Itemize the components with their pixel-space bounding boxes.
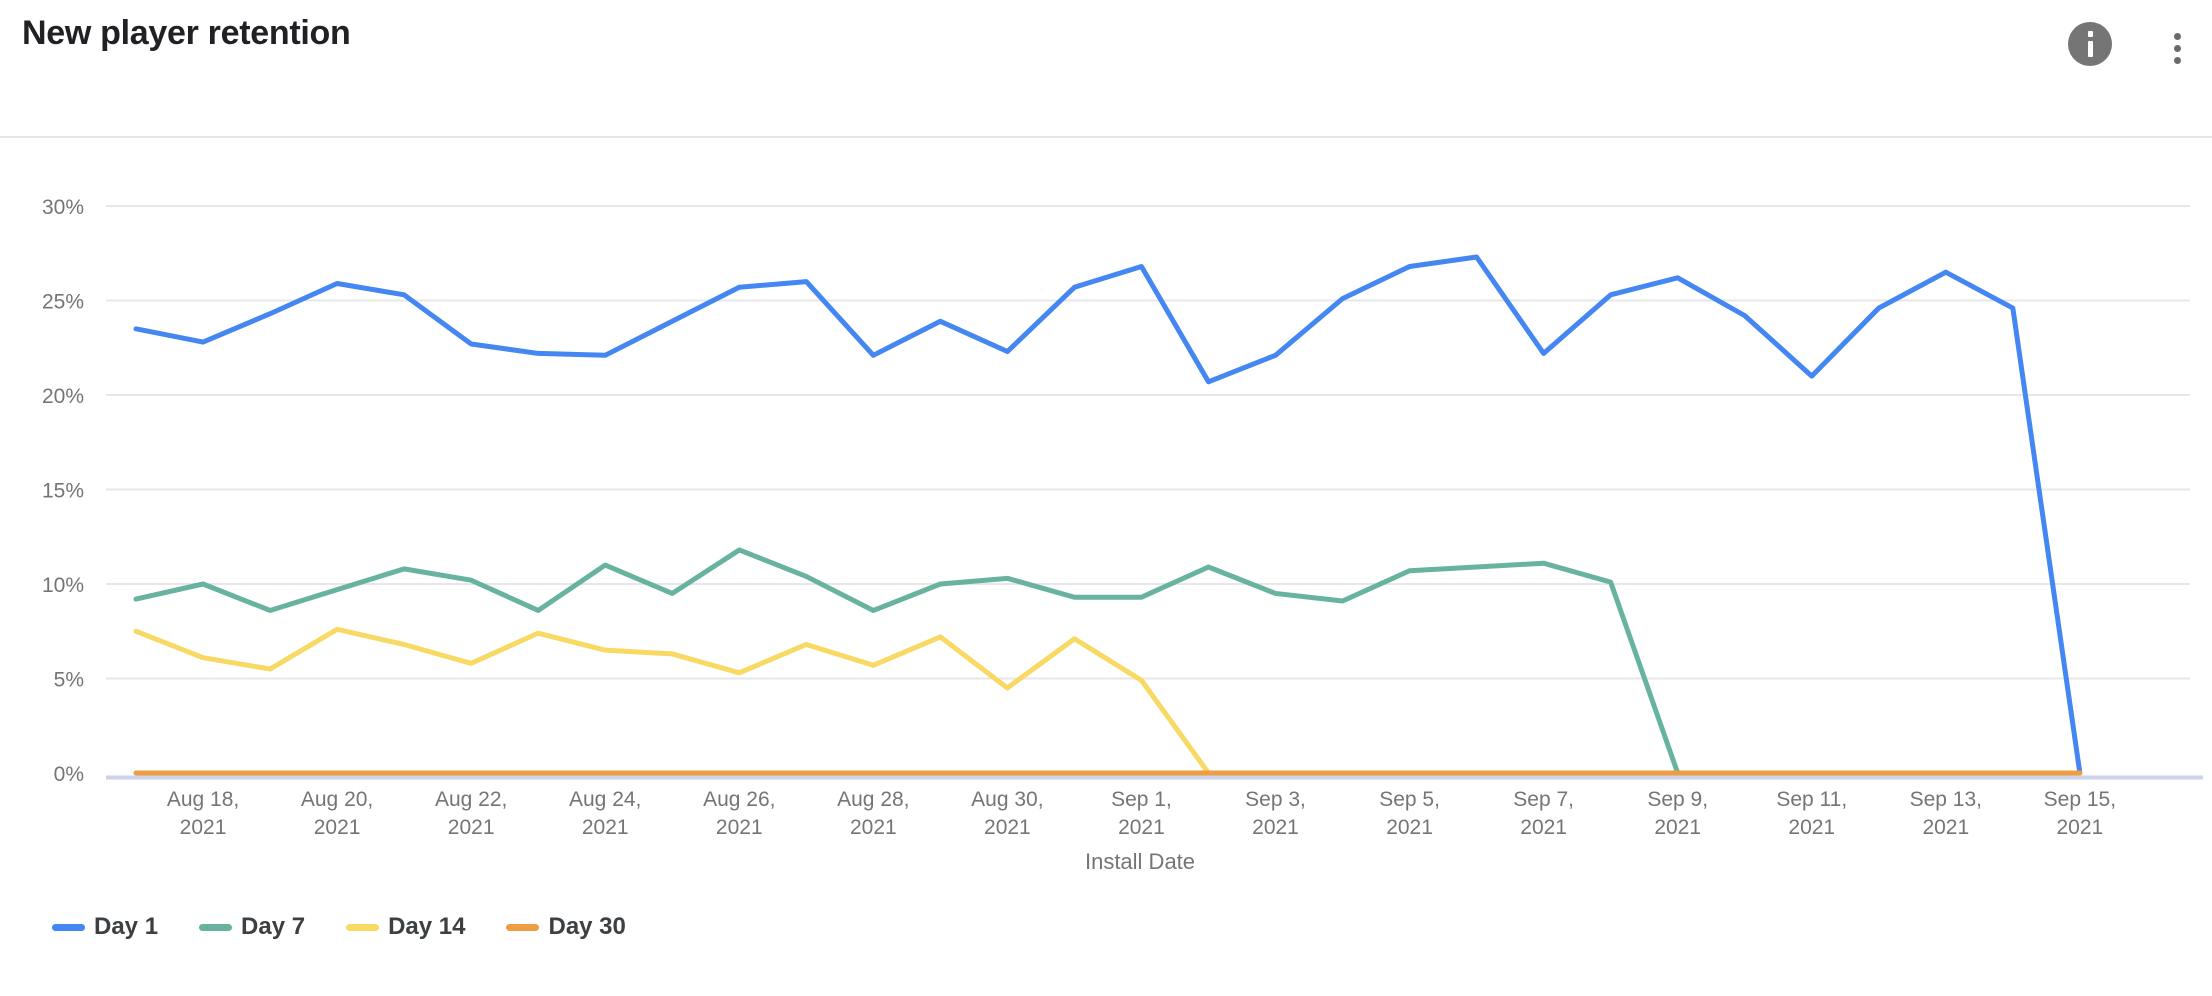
series-line-day-14: [133, 626, 2083, 776]
kebab-dot: [2173, 32, 2181, 40]
y-tick-label-0: 0%: [54, 763, 84, 786]
info-icon-stem: [2087, 41, 2093, 57]
x-tick-label: Sep 5,: [1379, 788, 1440, 811]
y-tick-label-30: 30%: [42, 196, 84, 219]
kebab-menu-button[interactable]: [2166, 24, 2188, 72]
x-tick-label-year: 2021: [1520, 816, 1567, 839]
info-icon: [2087, 31, 2093, 37]
x-tick-label: Sep 1,: [1111, 788, 1172, 811]
x-tick-label: Sep 7,: [1513, 788, 1574, 811]
x-axis-title: Install Date: [1085, 849, 1195, 874]
kebab-dot: [2173, 56, 2181, 64]
x-tick-label-year: 2021: [582, 816, 629, 839]
x-tick-label: Aug 30,: [971, 788, 1043, 811]
x-tick-label: Aug 26,: [703, 788, 775, 811]
y-tick-label-20: 20%: [42, 385, 84, 408]
legend-label-day-30: Day 30: [548, 913, 626, 940]
page-title: New player retention: [22, 14, 351, 52]
x-tick-label-year: 2021: [1788, 816, 1835, 839]
kebab-dot: [2173, 44, 2181, 52]
x-tick-label-year: 2021: [984, 816, 1031, 839]
x-tick-label-year: 2021: [850, 816, 897, 839]
x-tick-label-year: 2021: [2057, 816, 2104, 839]
legend-label-day-7: Day 7: [241, 913, 306, 940]
x-tick-label: Aug 22,: [435, 788, 507, 811]
x-tick-label: Aug 20,: [301, 788, 373, 811]
x-tick-label-year: 2021: [716, 816, 763, 839]
x-tick-label-year: 2021: [1118, 816, 1165, 839]
legend-item-day-1[interactable]: Day 1: [52, 913, 158, 941]
chart-legend: Day 1 Day 7 Day 14 Day 30: [52, 904, 626, 950]
legend-label-day-14: Day 14: [388, 913, 466, 940]
x-tick-label: Aug 18,: [167, 788, 239, 811]
x-tick-label-year: 2021: [448, 816, 495, 839]
x-tick-label: Sep 11,: [1776, 788, 1847, 811]
x-tick-label-year: 2021: [180, 816, 227, 839]
legend-item-day-14[interactable]: Day 14: [346, 913, 465, 941]
x-tick-label: Sep 15,: [2044, 788, 2116, 811]
x-tick-label-year: 2021: [1654, 816, 1701, 839]
x-tick-label-year: 2021: [1922, 816, 1969, 839]
chart-header: New player retention: [0, 0, 2212, 136]
x-tick-label: Sep 9,: [1647, 788, 1708, 811]
series-line-day-1: [133, 254, 2083, 776]
legend-swatch-day-14: [346, 923, 380, 931]
y-tick-label-25: 25%: [42, 291, 84, 314]
header-divider: [0, 136, 2212, 138]
x-tick-label: Aug 24,: [569, 788, 641, 811]
legend-item-day-7[interactable]: Day 7: [199, 913, 305, 941]
x-tick-label-year: 2021: [1386, 816, 1433, 839]
legend-swatch-day-1: [52, 923, 85, 931]
legend-swatch-day-30: [506, 923, 540, 931]
y-tick-label-5: 5%: [54, 669, 84, 692]
x-tick-label-year: 2021: [1252, 816, 1299, 839]
x-tick-label-year: 2021: [314, 816, 361, 839]
legend-label-day-1: Day 1: [94, 913, 159, 940]
x-tick-label: Sep 3,: [1245, 788, 1306, 811]
y-tick-label-15: 15%: [42, 480, 84, 503]
x-tick-label: Sep 13,: [1910, 788, 1982, 811]
x-tick-label: Aug 28,: [837, 788, 909, 811]
legend-item-day-30[interactable]: Day 30: [506, 913, 626, 941]
info-button[interactable]: [2068, 22, 2112, 66]
y-tick-label-10: 10%: [42, 574, 84, 597]
legend-swatch-day-7: [199, 923, 233, 931]
